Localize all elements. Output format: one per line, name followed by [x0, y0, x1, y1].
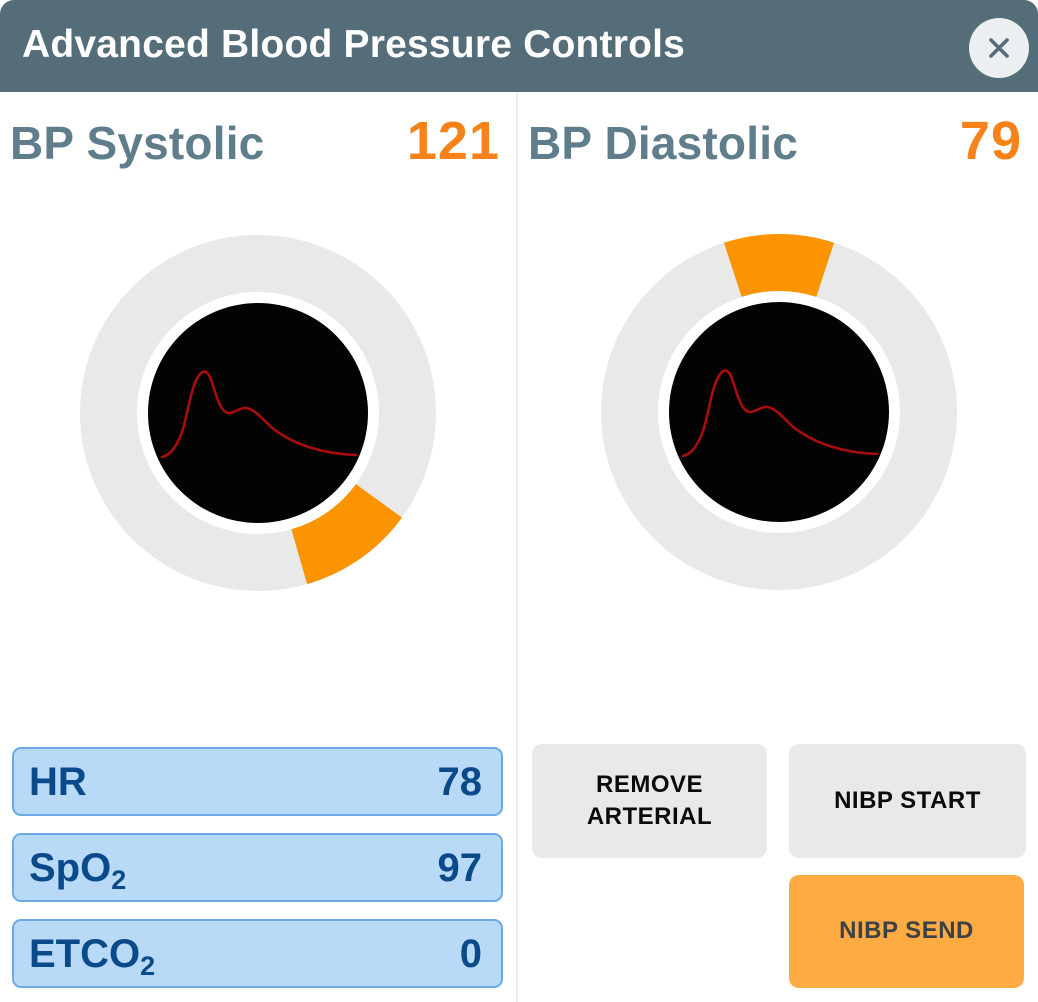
spo2-row[interactable]: SpO2 97: [12, 833, 503, 902]
etco2-label: ETCO2: [29, 931, 156, 981]
diastolic-dial-control[interactable]: [599, 232, 959, 592]
close-button[interactable]: [969, 18, 1029, 78]
remove-arterial-button[interactable]: REMOVE ARTERIAL: [532, 744, 767, 858]
hr-row[interactable]: HR 78: [12, 747, 503, 816]
systolic-dial-ring: [80, 235, 436, 591]
arterial-waveform-icon: [681, 369, 879, 458]
arterial-waveform-icon: [160, 370, 358, 459]
nibp-start-button[interactable]: NIBP START: [789, 744, 1026, 858]
diastolic-label: BP Diastolic: [528, 117, 798, 169]
diastolic-header: BP Diastolic 79: [528, 114, 1022, 168]
spo2-label: SpO2: [29, 845, 127, 895]
systolic-label: BP Systolic: [10, 117, 265, 169]
spo2-value: 97: [437, 845, 483, 890]
nibp-send-button[interactable]: NIBP SEND: [789, 875, 1024, 988]
hr-label: HR: [29, 759, 87, 804]
systolic-dial-handle[interactable]: [291, 484, 402, 585]
panel-divider: [516, 92, 518, 1002]
dialog-header: Advanced Blood Pressure Controls: [0, 0, 1038, 92]
diastolic-panel: BP Diastolic 79 REMOVE ARTERIAL NIBP STA…: [518, 92, 1038, 1002]
hr-value: 78: [437, 759, 483, 804]
systolic-panel: BP Systolic 121 HR 78 SpO2 97 ETCO2 0: [0, 92, 516, 1002]
etco2-row[interactable]: ETCO2 0: [12, 919, 503, 988]
dialog-title: Advanced Blood Pressure Controls: [22, 23, 686, 67]
systolic-header: BP Systolic 121: [10, 114, 500, 168]
close-icon: [989, 38, 1009, 58]
systolic-value: 121: [406, 111, 500, 171]
diastolic-dial-handle[interactable]: [724, 233, 834, 297]
etco2-value: 0: [459, 931, 482, 976]
diastolic-value: 79: [959, 111, 1022, 171]
systolic-dial-control[interactable]: [78, 233, 438, 593]
